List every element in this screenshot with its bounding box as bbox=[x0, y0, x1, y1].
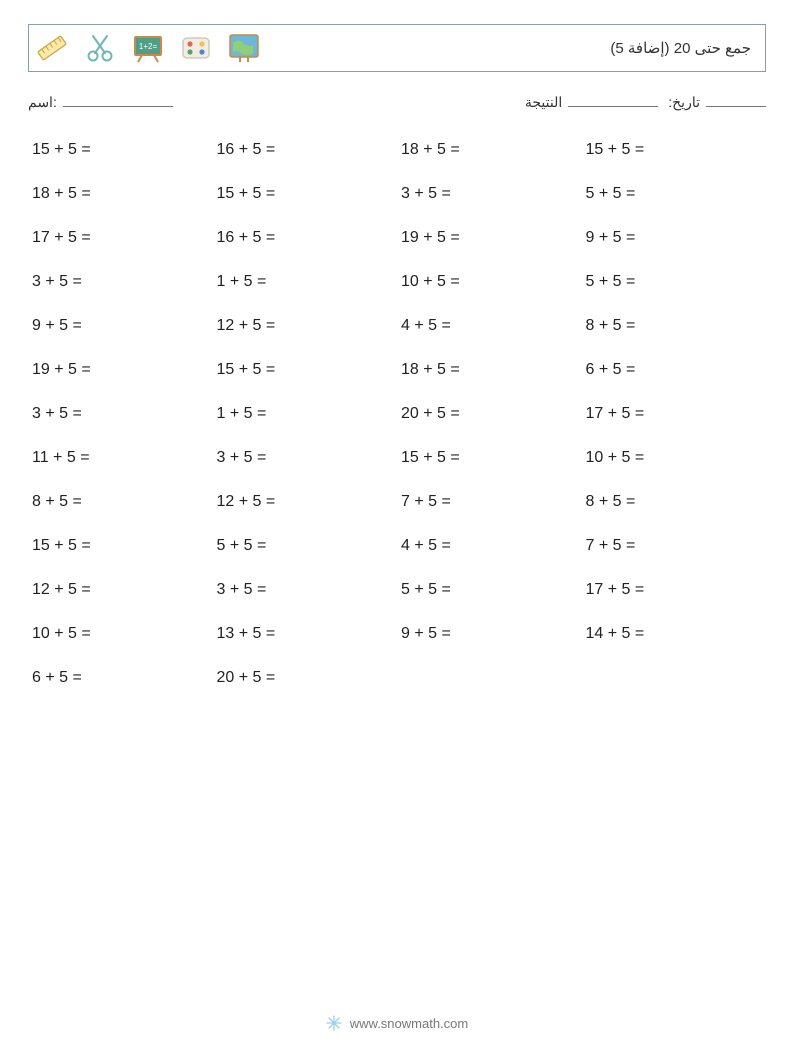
problem-cell: 15 + 5 = bbox=[582, 141, 767, 159]
problem-cell: 17 + 5 = bbox=[582, 405, 767, 423]
score-date-wrap: النتيجة :تاريخ bbox=[525, 94, 766, 111]
problem-cell: 3 + 5 = bbox=[213, 449, 398, 467]
problem-cell: 1 + 5 = bbox=[213, 273, 398, 291]
problem-cell: 8 + 5 = bbox=[582, 317, 767, 335]
problems-grid: 15 + 5 =16 + 5 =18 + 5 =15 + 5 =18 + 5 =… bbox=[28, 141, 766, 687]
problem-cell: 6 + 5 = bbox=[28, 669, 213, 687]
problem-cell: 15 + 5 = bbox=[28, 141, 213, 159]
problem-cell: 10 + 5 = bbox=[397, 273, 582, 291]
problem-cell: 12 + 5 = bbox=[213, 317, 398, 335]
score-blank[interactable] bbox=[568, 95, 658, 107]
problem-cell: 4 + 5 = bbox=[397, 537, 582, 555]
problem-cell: 5 + 5 = bbox=[582, 185, 767, 203]
snowflake-icon bbox=[326, 1015, 342, 1031]
problem-cell: 15 + 5 = bbox=[397, 449, 582, 467]
name-field-wrap: اسم: bbox=[28, 94, 173, 111]
problem-cell: 7 + 5 = bbox=[397, 493, 582, 511]
problem-cell: 14 + 5 = bbox=[582, 625, 767, 643]
problem-cell: 17 + 5 = bbox=[28, 229, 213, 247]
problem-cell: 13 + 5 = bbox=[213, 625, 398, 643]
problem-cell: 11 + 5 = bbox=[28, 449, 213, 467]
problem-cell: 8 + 5 = bbox=[582, 493, 767, 511]
problem-cell: 12 + 5 = bbox=[28, 581, 213, 599]
svg-text:1+2=: 1+2= bbox=[139, 42, 158, 51]
problem-cell: 3 + 5 = bbox=[397, 185, 582, 203]
problem-cell: 5 + 5 = bbox=[213, 537, 398, 555]
problem-cell: 18 + 5 = bbox=[397, 141, 582, 159]
problem-cell: 16 + 5 = bbox=[213, 229, 398, 247]
date-label: :تاريخ bbox=[668, 94, 700, 111]
problem-cell: 18 + 5 = bbox=[397, 361, 582, 379]
problem-cell: 19 + 5 = bbox=[28, 361, 213, 379]
globe-icon bbox=[227, 31, 261, 65]
name-blank[interactable] bbox=[63, 95, 173, 107]
footer: www.snowmath.com bbox=[0, 1015, 794, 1031]
worksheet-title: (جمع حتى 20 (إضافة 5 bbox=[610, 39, 755, 57]
name-label: اسم: bbox=[28, 94, 57, 111]
scissors-icon bbox=[83, 31, 117, 65]
header-box: 1+2= bbox=[28, 24, 766, 72]
problem-cell bbox=[582, 669, 767, 687]
problem-cell: 9 + 5 = bbox=[28, 317, 213, 335]
problem-cell: 15 + 5 = bbox=[28, 537, 213, 555]
ruler-icon bbox=[35, 31, 69, 65]
problem-cell: 8 + 5 = bbox=[28, 493, 213, 511]
problem-cell: 3 + 5 = bbox=[28, 405, 213, 423]
problem-cell: 20 + 5 = bbox=[397, 405, 582, 423]
problem-cell: 15 + 5 = bbox=[213, 361, 398, 379]
problem-cell: 18 + 5 = bbox=[28, 185, 213, 203]
problem-cell: 12 + 5 = bbox=[213, 493, 398, 511]
problem-cell: 5 + 5 = bbox=[582, 273, 767, 291]
problem-cell: 20 + 5 = bbox=[213, 669, 398, 687]
header-icons: 1+2= bbox=[35, 31, 261, 65]
problem-cell bbox=[397, 669, 582, 687]
problem-cell: 7 + 5 = bbox=[582, 537, 767, 555]
problem-cell: 3 + 5 = bbox=[213, 581, 398, 599]
meta-row: اسم: النتيجة :تاريخ bbox=[28, 94, 766, 111]
problem-cell: 17 + 5 = bbox=[582, 581, 767, 599]
problem-cell: 19 + 5 = bbox=[397, 229, 582, 247]
problem-cell: 15 + 5 = bbox=[213, 185, 398, 203]
problem-cell: 5 + 5 = bbox=[397, 581, 582, 599]
problem-cell: 3 + 5 = bbox=[28, 273, 213, 291]
problem-cell: 9 + 5 = bbox=[397, 625, 582, 643]
problem-cell: 10 + 5 = bbox=[28, 625, 213, 643]
date-blank[interactable] bbox=[706, 95, 766, 107]
problem-cell: 16 + 5 = bbox=[213, 141, 398, 159]
problem-cell: 9 + 5 = bbox=[582, 229, 767, 247]
palette-icon bbox=[179, 31, 213, 65]
problem-cell: 4 + 5 = bbox=[397, 317, 582, 335]
footer-text: www.snowmath.com bbox=[350, 1016, 468, 1031]
score-label: النتيجة bbox=[525, 94, 562, 111]
problem-cell: 10 + 5 = bbox=[582, 449, 767, 467]
problem-cell: 1 + 5 = bbox=[213, 405, 398, 423]
board-icon: 1+2= bbox=[131, 31, 165, 65]
problem-cell: 6 + 5 = bbox=[582, 361, 767, 379]
